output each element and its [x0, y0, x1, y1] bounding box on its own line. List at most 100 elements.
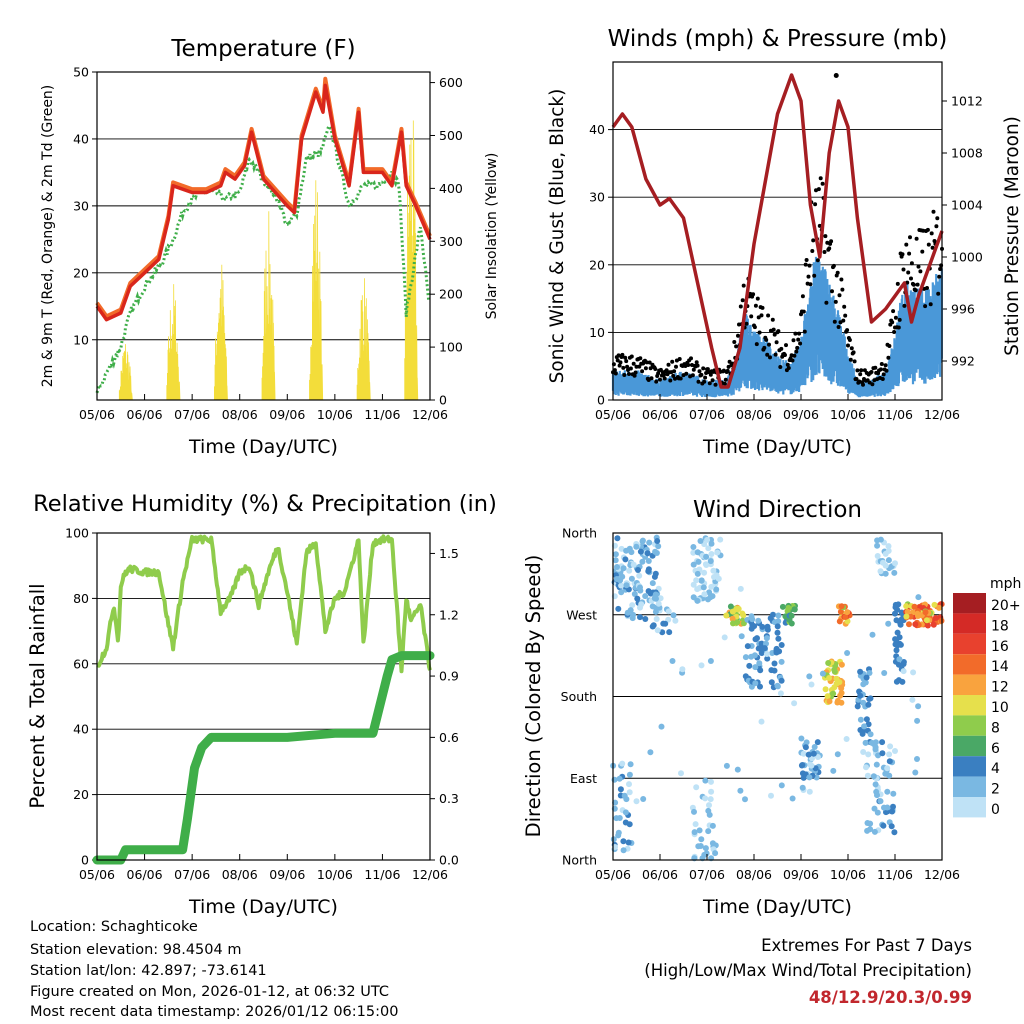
wind-direction-chart: North East South West North Wind Direction Tim… — [522, 497, 960, 918]
direction-point — [645, 588, 652, 595]
direction-point — [768, 667, 775, 674]
direction-point — [893, 636, 900, 643]
temperature-chart: 10203040500100200300400500600Temperature… — [40, 36, 500, 458]
direction-point — [707, 558, 714, 565]
x-tick-label: 05/06 — [79, 867, 115, 882]
direction-point — [865, 721, 872, 728]
scale-swatch — [953, 613, 986, 634]
direction-point — [629, 602, 636, 609]
direction-point — [637, 548, 644, 555]
direction-point — [811, 744, 818, 750]
direction-point — [612, 551, 619, 558]
scale-swatch — [953, 756, 986, 777]
scale-label: 10 — [991, 700, 1009, 716]
direction-point — [620, 838, 627, 845]
direction-point — [865, 701, 872, 708]
direction-point — [690, 544, 697, 550]
direction-point — [655, 543, 662, 550]
y-tick-label: 40 — [589, 122, 605, 137]
x-tick-label: 08/06 — [222, 407, 258, 422]
x-axis-label: Time (Day/UTC) — [702, 436, 852, 458]
direction-point — [904, 608, 911, 615]
x-tick-label: 06/06 — [642, 867, 678, 882]
direction-point — [771, 619, 778, 626]
direction-point — [642, 593, 649, 600]
direction-point — [647, 749, 654, 756]
direction-point — [896, 656, 903, 663]
y-tick-label: 20 — [73, 265, 89, 280]
x-tick-label: 06/06 — [127, 867, 163, 882]
direction-point — [915, 613, 921, 619]
direction-point — [903, 613, 910, 620]
y-tick-label: 0 — [597, 393, 605, 408]
direction-point — [633, 798, 640, 805]
direction-point — [799, 762, 806, 768]
direction-point — [892, 560, 898, 567]
direction-point — [752, 636, 759, 643]
y2-tick-label: 100 — [439, 340, 463, 355]
direction-point — [889, 808, 896, 815]
x-tick-label: 05/06 — [79, 407, 115, 422]
direction-point — [629, 615, 636, 622]
direction-point — [877, 798, 884, 805]
direction-point — [690, 549, 697, 556]
direction-point — [752, 680, 759, 687]
direction-point — [863, 674, 870, 681]
scale-swatch — [953, 633, 986, 655]
direction-point — [884, 788, 891, 795]
direction-point — [837, 608, 844, 615]
direction-point — [639, 558, 646, 565]
direction-point — [886, 758, 893, 765]
direction-point — [844, 650, 851, 656]
direction-point — [653, 616, 660, 622]
scale-swatch — [953, 593, 986, 614]
direction-point — [873, 761, 880, 768]
direction-point — [634, 595, 641, 602]
direction-point — [635, 567, 641, 573]
solar-insolation-spike — [213, 264, 228, 401]
y-tick-label: 40 — [73, 722, 89, 737]
direction-point — [645, 568, 652, 575]
direction-point — [903, 603, 910, 610]
x-tick-label: 08/06 — [736, 867, 772, 882]
direction-point — [748, 625, 755, 632]
y-tick-label: 100 — [65, 526, 89, 541]
direction-point — [885, 543, 892, 550]
direction-point — [897, 641, 904, 648]
direction-point — [834, 697, 841, 704]
direction-point — [932, 615, 939, 621]
direction-point — [614, 535, 621, 542]
direction-point — [652, 591, 659, 598]
direction-point — [713, 586, 720, 593]
direction-point — [739, 610, 746, 617]
direction-point — [894, 606, 901, 613]
direction-point — [838, 661, 845, 668]
direction-point — [637, 614, 643, 621]
direction-point — [814, 754, 821, 760]
direction-point — [626, 781, 632, 788]
direction-point — [886, 751, 893, 758]
x-tick-label: 11/06 — [364, 867, 400, 882]
y2-tick-label: 600 — [439, 75, 463, 90]
direction-point — [693, 784, 700, 791]
scale-swatch — [953, 735, 986, 757]
direction-point — [640, 796, 647, 802]
direction-point — [880, 822, 887, 829]
direction-point — [696, 827, 703, 834]
direction-point — [791, 606, 798, 613]
direction-point — [861, 723, 868, 730]
scale-label: 6 — [991, 741, 1000, 757]
direction-point — [891, 569, 898, 576]
direction-point — [838, 603, 845, 610]
direction-point — [669, 658, 676, 664]
scale-label: 8 — [991, 720, 1000, 736]
direction-point — [906, 621, 912, 628]
direction-point — [877, 568, 884, 575]
direction-point — [798, 735, 805, 742]
y-tick-label: 10 — [589, 325, 605, 340]
gust-max-point — [833, 73, 839, 79]
direction-point — [638, 601, 645, 608]
temp-2m-line — [95, 83, 432, 322]
x-tick-label: 06/06 — [127, 407, 163, 422]
footer-latlon: Station lat/lon: 42.897; -73.6141 — [30, 963, 267, 979]
